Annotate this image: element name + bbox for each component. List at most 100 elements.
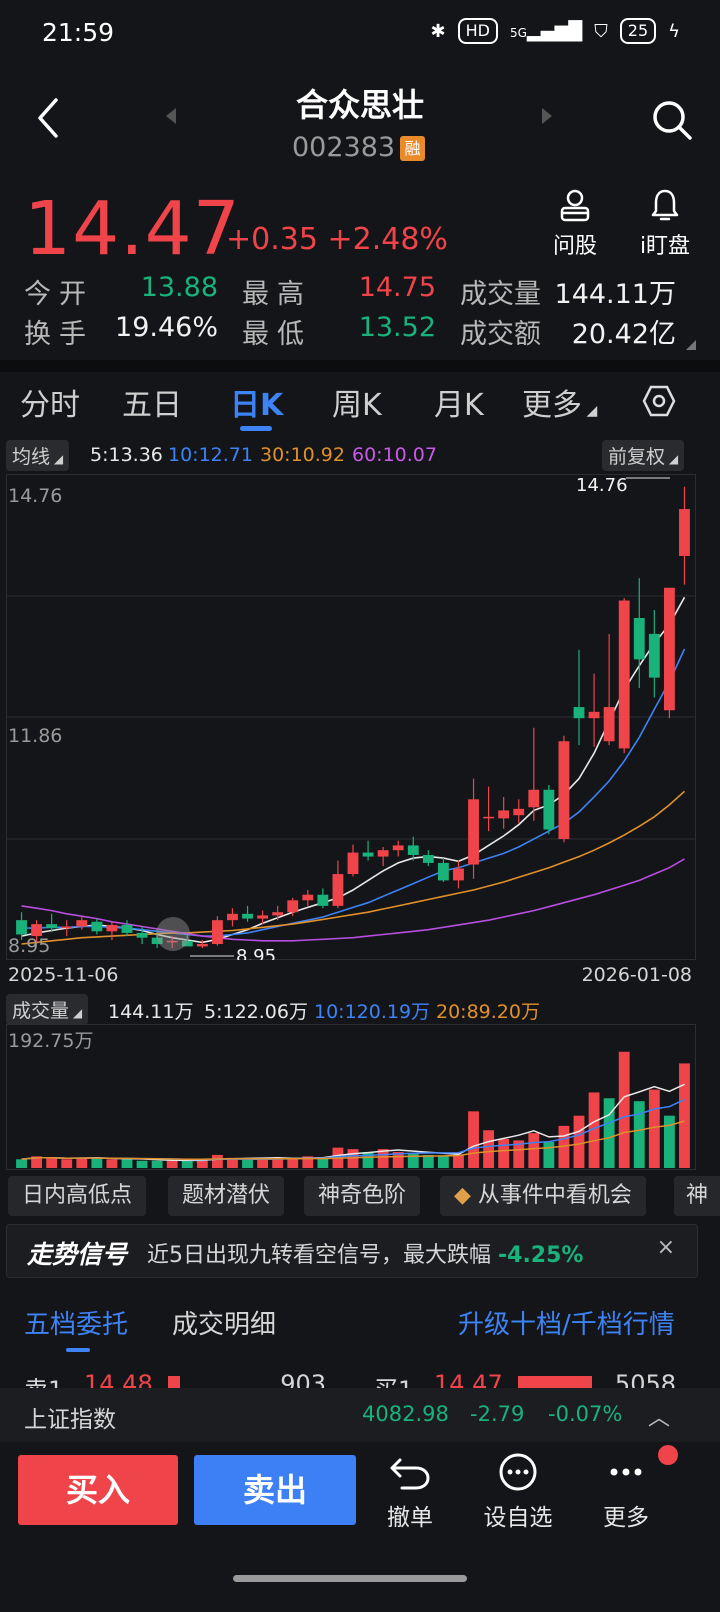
volume-selector-label: 成交量 bbox=[12, 1000, 70, 1022]
status-bar: 21:59 ✱ HD 5G▂▄▆█ ⛉ 25 ϟ bbox=[0, 0, 720, 64]
tab-monthly-k[interactable]: 月K bbox=[434, 388, 484, 423]
back-button[interactable] bbox=[30, 96, 70, 140]
candle-body bbox=[76, 920, 88, 927]
charging-icon: ϟ bbox=[668, 20, 680, 42]
index-pct: -0.07% bbox=[548, 1402, 623, 1426]
index-ticker[interactable]: 上证指数 4082.98 -2.79 -0.07% ︿ bbox=[0, 1388, 720, 1442]
buy-button[interactable]: 买入 bbox=[18, 1455, 178, 1525]
kline-marks bbox=[16, 486, 690, 948]
tab-more[interactable]: 更多 ◢ bbox=[522, 388, 598, 423]
volume-value: 144.11万 bbox=[554, 279, 676, 310]
candle-body bbox=[347, 852, 359, 875]
candle-body bbox=[287, 900, 299, 913]
stock-name: 合众思壮 bbox=[295, 86, 424, 124]
chart-settings-button[interactable] bbox=[642, 384, 676, 418]
volume-bar bbox=[91, 1157, 103, 1168]
more-menu-button[interactable]: 更多 bbox=[586, 1452, 666, 1532]
crosshair-handle[interactable] bbox=[156, 917, 190, 951]
open-label: 今开 bbox=[24, 279, 94, 310]
volume-bar bbox=[679, 1063, 690, 1168]
candle-body bbox=[196, 944, 208, 947]
feature-overflow[interactable]: 神 bbox=[674, 1176, 720, 1216]
tab-trade-details[interactable]: 成交明细 bbox=[172, 1310, 277, 1340]
sell-button[interactable]: 卖出 bbox=[194, 1455, 356, 1525]
feature-theme-lurk[interactable]: 题材潜伏 bbox=[168, 1176, 285, 1216]
low-marker-label: 8.95 bbox=[236, 946, 276, 960]
price-change: +0.35 +2.48% bbox=[226, 222, 448, 257]
candle-body bbox=[528, 789, 540, 808]
close-icon[interactable]: × bbox=[656, 1235, 675, 1260]
feature-color-scale[interactable]: 神奇色阶 bbox=[304, 1176, 421, 1216]
active-tab-indicator bbox=[240, 426, 272, 431]
candle-body bbox=[679, 509, 690, 556]
home-indicator[interactable] bbox=[233, 1575, 467, 1582]
search-button[interactable] bbox=[650, 98, 694, 142]
tab-intraday[interactable]: 分时 bbox=[20, 388, 80, 423]
high-value: 14.75 bbox=[358, 272, 436, 303]
volume-bar bbox=[347, 1149, 359, 1168]
volume-bar bbox=[543, 1141, 555, 1168]
feature-event-opportunity[interactable]: ◆ 从事件中看机会 bbox=[440, 1176, 646, 1216]
tab-daily-k[interactable]: 日K bbox=[230, 388, 284, 423]
candle-body bbox=[453, 868, 464, 881]
prev-stock-button[interactable] bbox=[166, 108, 176, 124]
upgrade-depth-link[interactable]: 升级十档/千档行情 bbox=[458, 1310, 675, 1340]
hd-icon: HD bbox=[457, 18, 498, 44]
user-icon bbox=[560, 189, 590, 222]
section-divider bbox=[0, 360, 720, 372]
ma60-value: 60:10.07 bbox=[352, 444, 437, 466]
signal-value: -4.25% bbox=[498, 1243, 584, 1268]
cancel-order-button[interactable]: 撤单 bbox=[370, 1452, 450, 1532]
expand-corner-icon[interactable] bbox=[686, 340, 696, 350]
candle-body bbox=[227, 913, 238, 921]
adjust-label: 前复权 bbox=[608, 446, 666, 468]
sell1-bar bbox=[168, 1376, 180, 1388]
volume-bar bbox=[558, 1125, 570, 1168]
buy1-label: 买1 bbox=[374, 1370, 413, 1388]
volume-bar bbox=[302, 1156, 314, 1168]
volume-bar bbox=[483, 1130, 495, 1168]
volume-bar bbox=[61, 1159, 73, 1168]
candle-body bbox=[618, 600, 630, 749]
ask-stock-button[interactable]: 问股 bbox=[540, 188, 610, 260]
ma-selector[interactable]: 均线 ◢ bbox=[6, 440, 70, 471]
signal-text: 近5日出现九转看空信号，最大跌幅 -4.25% bbox=[147, 1237, 583, 1269]
volume-y-max: 192.75万 bbox=[8, 1030, 93, 1052]
candle-body bbox=[377, 850, 389, 857]
add-watchlist-button[interactable]: 设自选 bbox=[478, 1452, 558, 1532]
candle-body bbox=[151, 937, 163, 945]
next-stock-button[interactable] bbox=[542, 108, 552, 124]
volume-bar bbox=[242, 1159, 253, 1168]
volume-bar bbox=[181, 1160, 193, 1168]
volume-bar bbox=[272, 1157, 284, 1168]
volume-ma20-line bbox=[21, 1120, 685, 1161]
trend-signal-banner[interactable]: 走势信号 近5日出现九转看空信号，最大跌幅 -4.25% × bbox=[6, 1224, 698, 1278]
tab-order-book[interactable]: 五档委托 bbox=[24, 1310, 129, 1340]
candle-body bbox=[663, 587, 675, 711]
candle-body bbox=[31, 924, 43, 937]
volume-bar bbox=[227, 1157, 238, 1168]
feature-intraday-hilo[interactable]: 日内高低点 bbox=[8, 1176, 147, 1216]
volume-bar bbox=[392, 1152, 404, 1168]
ma60-line bbox=[21, 858, 685, 942]
y-tick-bottom: 8.95 bbox=[8, 935, 50, 957]
notification-dot bbox=[658, 1445, 678, 1465]
adjust-selector[interactable]: 前复权 ◢ bbox=[602, 440, 685, 471]
tab-five-day[interactable]: 五日 bbox=[122, 388, 182, 423]
volume-bar bbox=[317, 1157, 329, 1168]
volume-bar bbox=[16, 1159, 27, 1168]
volume-selector[interactable]: 成交量 ◢ bbox=[6, 994, 89, 1025]
volume-chart[interactable]: 192.75万 bbox=[6, 1024, 696, 1170]
period-tabs: 分时 五日 日K 周K 月K 更多 ◢ bbox=[0, 380, 720, 440]
volume-ma5: 5:122.06万 bbox=[204, 1001, 308, 1023]
candle-body bbox=[633, 618, 645, 660]
kline-chart[interactable]: 14.76 11.86 8.95 14.76 8.95 bbox=[6, 474, 696, 960]
sell1-label: 卖1 bbox=[24, 1370, 63, 1388]
watch-button[interactable]: i盯盘 bbox=[628, 188, 702, 260]
change-value: +0.35 bbox=[226, 222, 318, 257]
order-book-peek: 卖1 14.48 903 买1 14.47 5058 bbox=[0, 1370, 720, 1388]
tab-weekly-k[interactable]: 周K bbox=[332, 388, 382, 423]
chevron-up-icon[interactable]: ︿ bbox=[648, 1406, 671, 1431]
turnover-label: 换手 bbox=[24, 319, 94, 350]
candle-body bbox=[603, 707, 615, 742]
